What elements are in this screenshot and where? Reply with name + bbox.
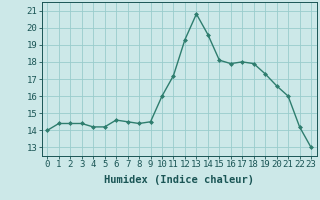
X-axis label: Humidex (Indice chaleur): Humidex (Indice chaleur) [104, 175, 254, 185]
